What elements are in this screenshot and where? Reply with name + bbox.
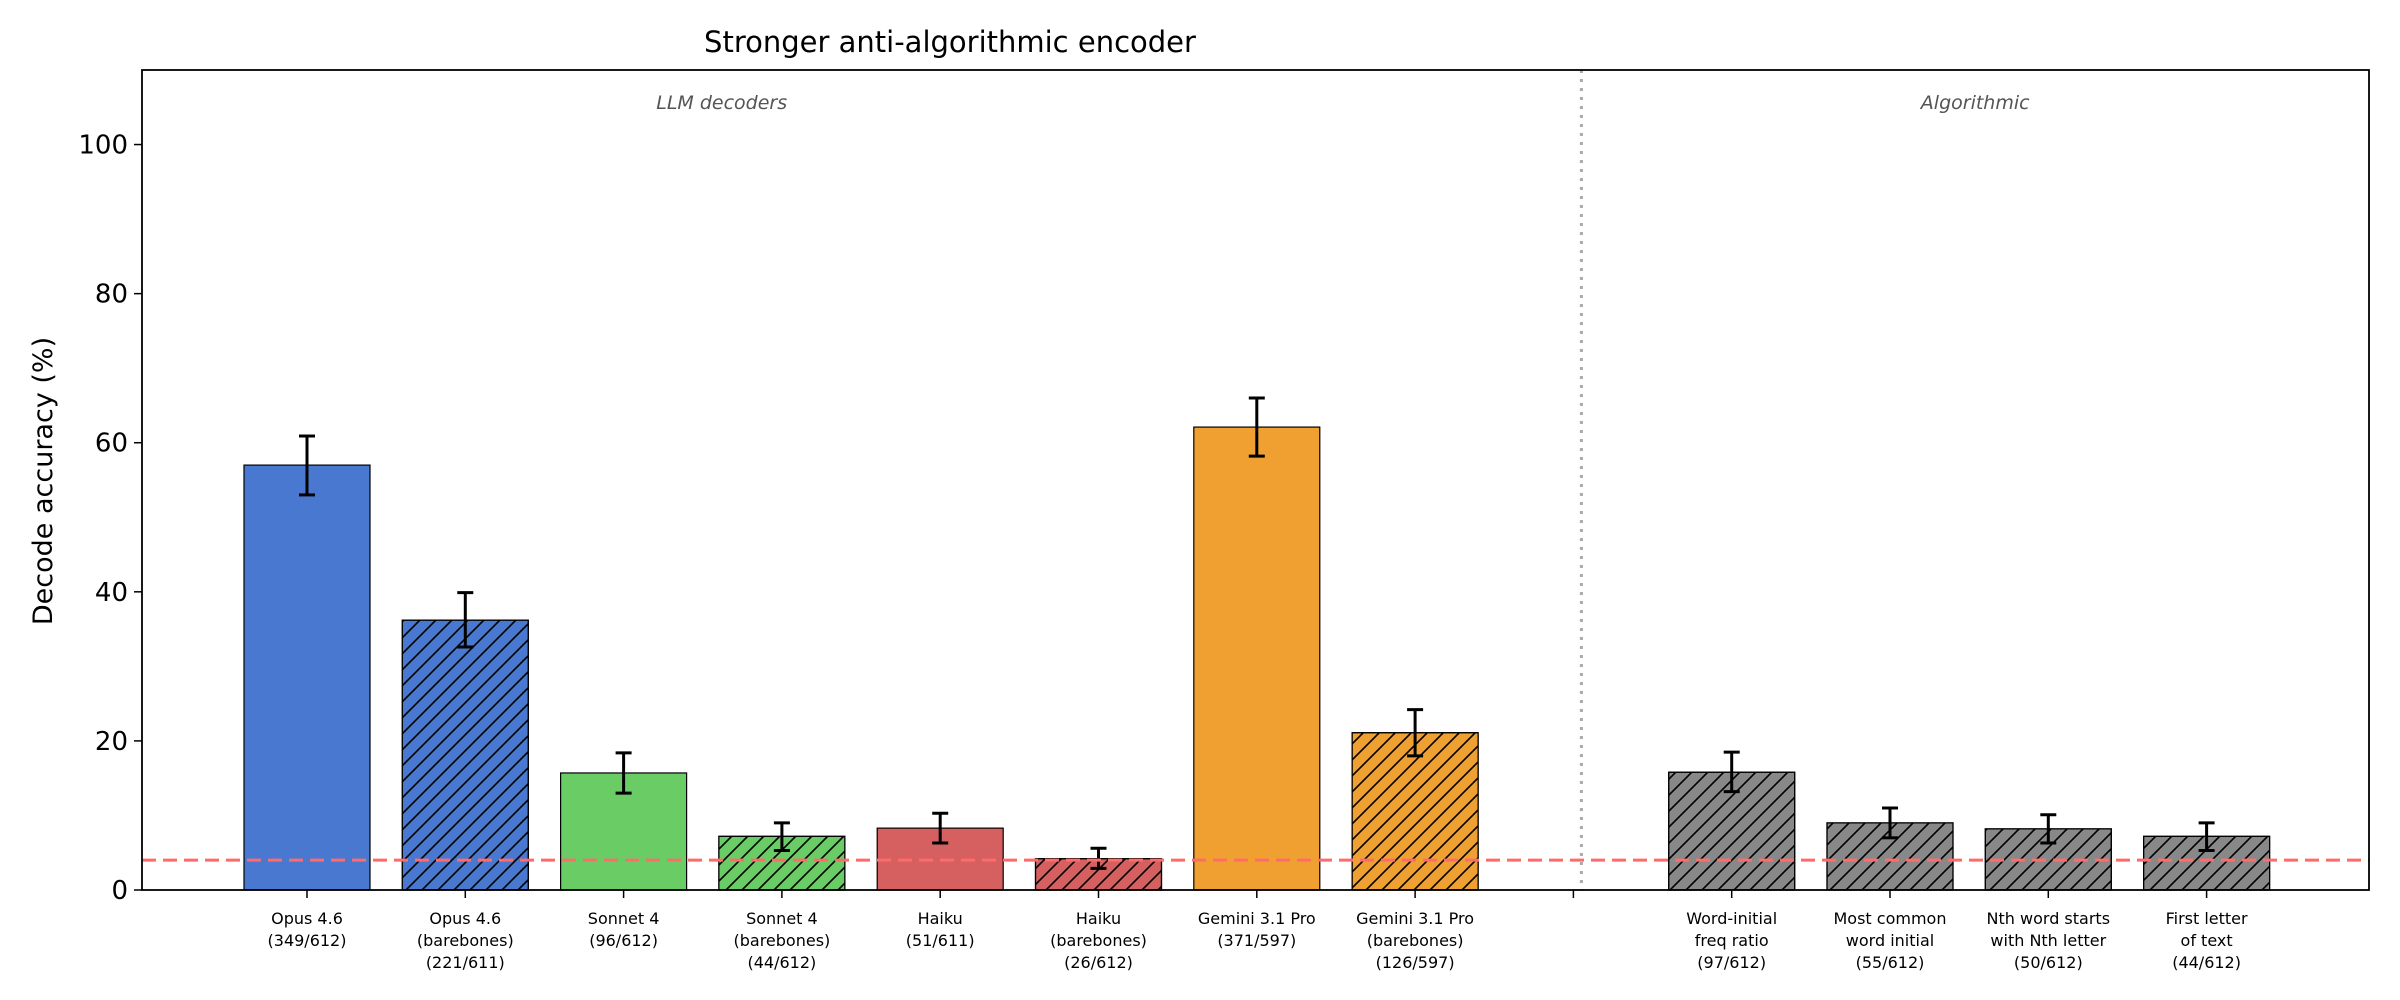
x-tick-label: Opus 4.6 (271, 909, 343, 928)
x-tick-label: (221/611) (426, 953, 505, 972)
bar-hatch (1351, 732, 1479, 891)
x-tick-label: Gemini 3.1 Pro (1356, 909, 1474, 928)
x-tick-label: Word-initial (1686, 909, 1777, 928)
x-tick-label: with Nth letter (1990, 931, 2106, 950)
x-tick-label: (44/612) (2172, 953, 2241, 972)
y-tick-label: 60 (95, 429, 128, 459)
x-tick-label: (349/612) (268, 931, 347, 950)
chart-title: Stronger anti-algorithmic encoder (704, 25, 1196, 59)
x-tick-label: (barebones) (417, 931, 514, 950)
x-tick-label: (barebones) (734, 931, 831, 950)
plot-frame (141, 69, 2370, 891)
group-label: LLM decoders (656, 92, 787, 114)
y-tick-label: 100 (78, 131, 128, 161)
bar (1193, 426, 1321, 891)
x-tick-label: Most common (1834, 909, 1947, 928)
plot-area: 0 20 40 60 80 100 Opus 4.6 (349/612) Opus 4.6 (ba… (78, 69, 2370, 972)
x-tick-label: (51/611) (906, 931, 975, 950)
x-tick-label: word initial (1846, 931, 1934, 950)
x-tick-label: Nth word starts (1987, 909, 2110, 928)
y-tick-label: 20 (95, 727, 128, 757)
x-tick-label: Opus 4.6 (429, 909, 501, 928)
y-tick-label: 0 (111, 876, 128, 906)
x-tick-label: Haiku (918, 909, 963, 928)
y-tick-label: 80 (95, 280, 128, 310)
y-axis-label: Decode accuracy (%) (28, 337, 59, 625)
x-tick-label: (97/612) (1697, 953, 1766, 972)
x-tick-label: Sonnet 4 (588, 909, 660, 928)
x-tick-label: (44/612) (748, 953, 817, 972)
x-tick-label: of text (2181, 931, 2233, 950)
bar-hatch (401, 619, 529, 891)
x-tick-label: Haiku (1076, 909, 1121, 928)
x-tick-label: (371/597) (1217, 931, 1296, 950)
x-tick-label: (126/597) (1376, 953, 1455, 972)
y-tick-label: 40 (95, 578, 128, 608)
x-tick-label: Gemini 3.1 Pro (1198, 909, 1316, 928)
group-label: Algorithmic (1919, 92, 2030, 114)
x-tick-label: Sonnet 4 (746, 909, 818, 928)
bar (243, 464, 371, 891)
x-tick-label: First letter (2166, 909, 2248, 928)
x-tick-label: (55/612) (1856, 953, 1925, 972)
x-tick-label: (barebones) (1050, 931, 1147, 950)
x-tick-label: (26/612) (1064, 953, 1133, 972)
x-tick-label: (50/612) (2014, 953, 2083, 972)
x-tick-label: (barebones) (1367, 931, 1464, 950)
x-tick-label: (96/612) (589, 931, 658, 950)
x-tick-label: freq ratio (1695, 931, 1769, 950)
